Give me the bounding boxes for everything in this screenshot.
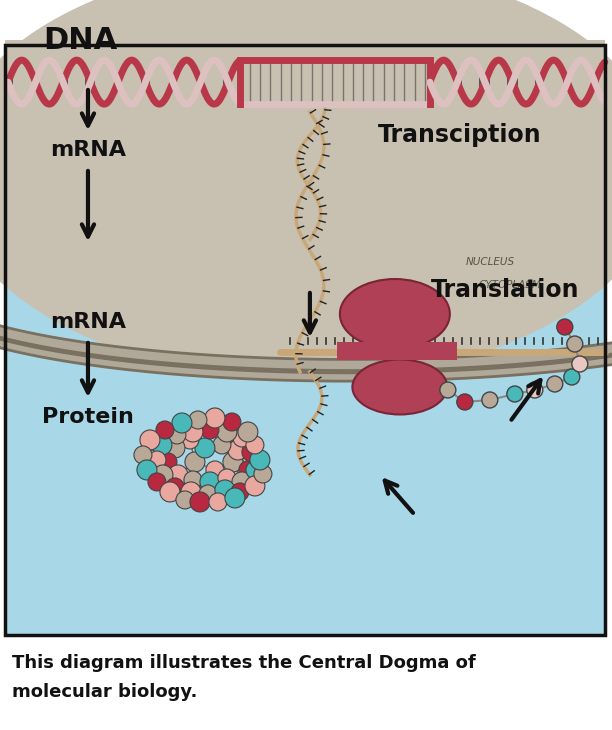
Circle shape xyxy=(195,438,215,458)
Circle shape xyxy=(246,436,264,454)
Text: This diagram illustrates the Central Dogma of
molecular biology.: This diagram illustrates the Central Dog… xyxy=(12,654,476,702)
Circle shape xyxy=(185,452,205,472)
Text: Transciption: Transciption xyxy=(378,123,542,147)
Text: CYTOPLASM: CYTOPLASM xyxy=(479,280,541,290)
Circle shape xyxy=(482,392,498,408)
Circle shape xyxy=(218,469,236,487)
Ellipse shape xyxy=(353,359,447,415)
Circle shape xyxy=(153,465,173,485)
Circle shape xyxy=(201,421,219,439)
Circle shape xyxy=(172,413,192,433)
Text: mRNA: mRNA xyxy=(50,312,126,332)
Circle shape xyxy=(547,376,563,392)
Circle shape xyxy=(238,422,258,442)
Ellipse shape xyxy=(0,0,612,380)
Circle shape xyxy=(231,483,249,501)
Bar xyxy=(5,45,605,635)
Circle shape xyxy=(206,461,224,479)
Circle shape xyxy=(209,493,227,511)
Bar xyxy=(5,40,605,195)
Circle shape xyxy=(189,411,207,429)
Circle shape xyxy=(199,485,217,503)
Text: DNA: DNA xyxy=(43,26,117,55)
Circle shape xyxy=(166,478,184,496)
Circle shape xyxy=(239,461,257,479)
Circle shape xyxy=(137,460,157,480)
Circle shape xyxy=(181,431,199,449)
Circle shape xyxy=(572,356,588,372)
Circle shape xyxy=(457,394,473,410)
Circle shape xyxy=(223,413,241,431)
Circle shape xyxy=(190,492,210,512)
Circle shape xyxy=(148,473,166,491)
Circle shape xyxy=(223,452,243,472)
Text: NUCLEUS: NUCLEUS xyxy=(465,257,515,267)
Ellipse shape xyxy=(340,279,450,349)
Circle shape xyxy=(184,471,202,489)
Circle shape xyxy=(246,461,264,479)
Circle shape xyxy=(242,442,262,462)
Text: Protein: Protein xyxy=(42,407,134,427)
Circle shape xyxy=(152,435,172,455)
Text: mRNA: mRNA xyxy=(50,140,126,160)
Circle shape xyxy=(165,438,185,458)
Circle shape xyxy=(228,440,248,460)
Circle shape xyxy=(200,472,220,492)
Bar xyxy=(337,342,457,360)
Circle shape xyxy=(527,382,543,398)
Circle shape xyxy=(440,382,456,398)
Circle shape xyxy=(567,336,583,352)
Circle shape xyxy=(217,422,237,442)
Circle shape xyxy=(134,446,152,464)
Circle shape xyxy=(225,488,245,508)
Circle shape xyxy=(176,491,194,509)
Circle shape xyxy=(254,465,272,483)
Circle shape xyxy=(245,476,265,496)
Circle shape xyxy=(181,482,201,502)
Circle shape xyxy=(168,426,186,444)
Bar xyxy=(5,45,605,635)
Circle shape xyxy=(205,408,225,428)
Circle shape xyxy=(183,422,203,442)
Circle shape xyxy=(213,436,231,454)
Circle shape xyxy=(140,430,160,450)
Circle shape xyxy=(148,451,166,469)
Circle shape xyxy=(156,421,174,439)
Text: Translation: Translation xyxy=(431,278,579,302)
Circle shape xyxy=(159,453,177,471)
Circle shape xyxy=(250,450,270,470)
Circle shape xyxy=(507,386,523,402)
Circle shape xyxy=(233,429,251,447)
Circle shape xyxy=(557,319,573,335)
Circle shape xyxy=(215,480,235,500)
Circle shape xyxy=(232,472,252,492)
Circle shape xyxy=(160,482,180,502)
Circle shape xyxy=(168,465,188,485)
Circle shape xyxy=(564,369,580,385)
